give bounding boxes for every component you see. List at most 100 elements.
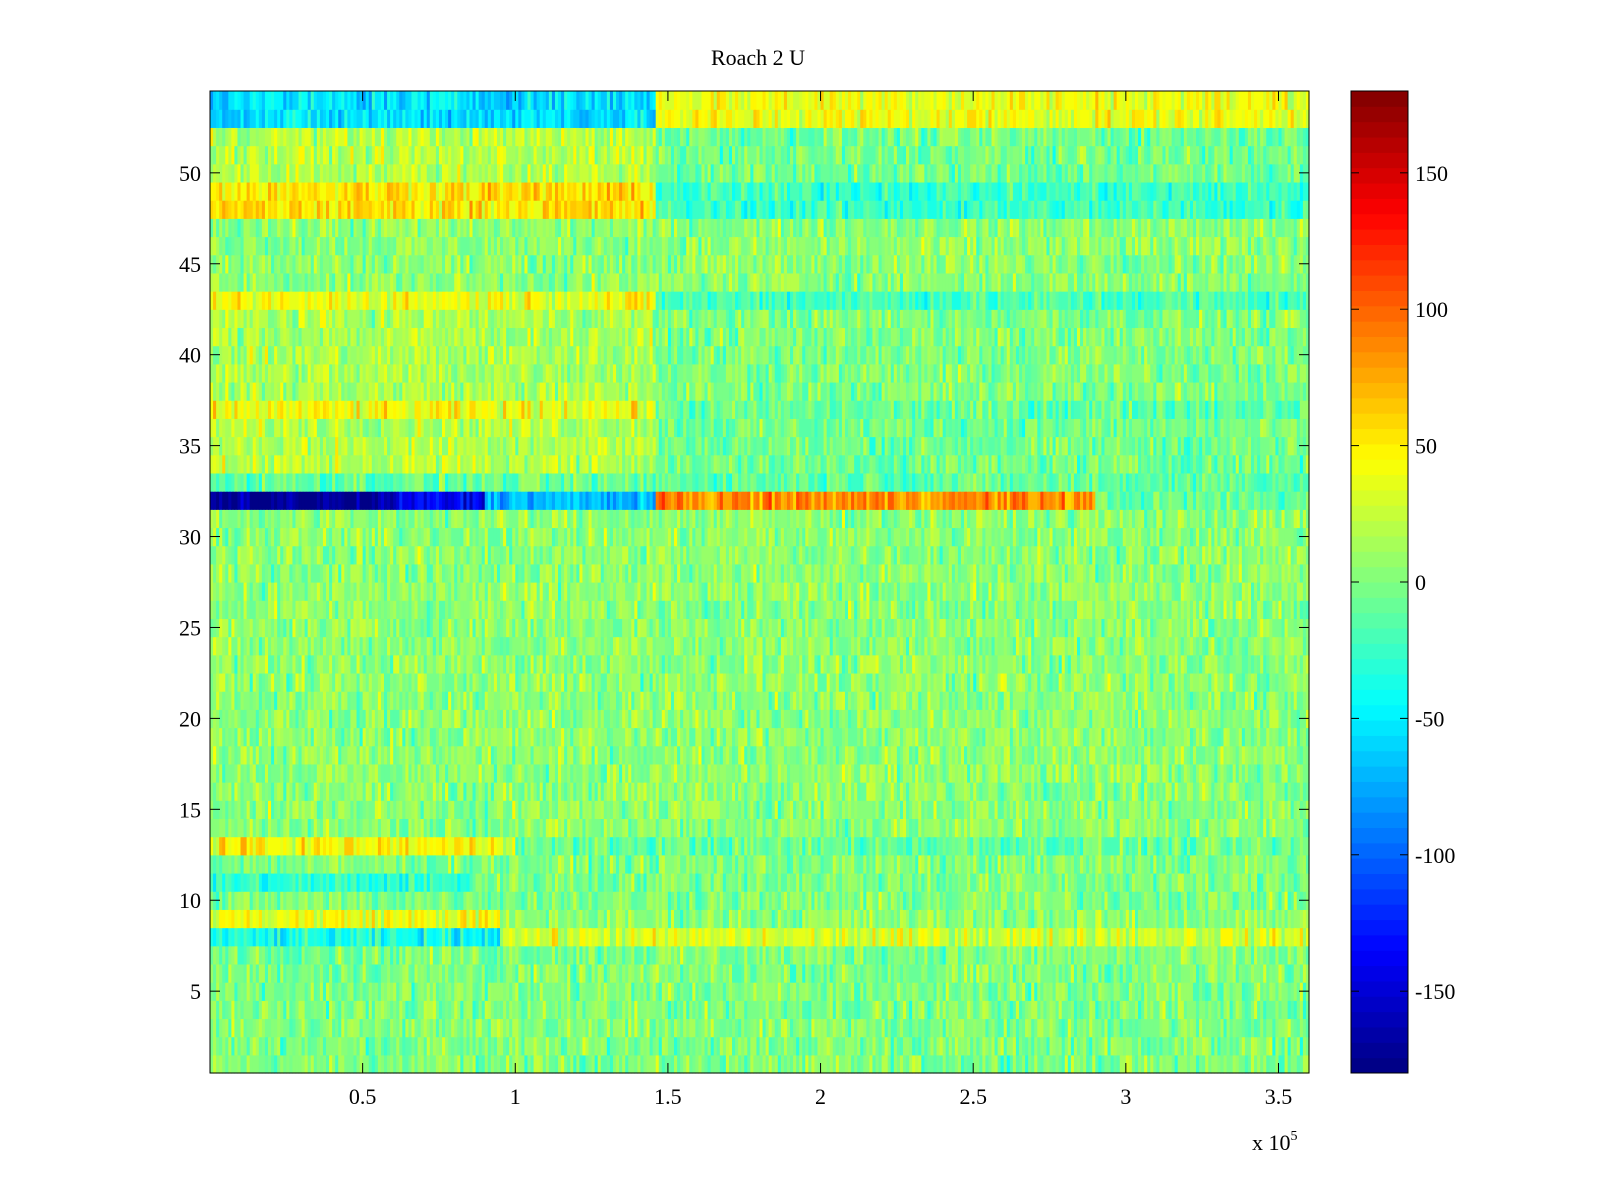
heatmap-cell: [1205, 909, 1209, 929]
heatmap-cell: [878, 891, 883, 910]
heatmap-cell: [1278, 963, 1283, 983]
heatmap-cell: [310, 854, 315, 874]
heatmap-cell: [252, 1054, 257, 1074]
heatmap-cell: [237, 872, 242, 892]
heatmap-cell: [1107, 982, 1112, 1001]
heatmap-cell: [674, 1018, 678, 1038]
heatmap-cell: [899, 891, 904, 910]
heatmap-cell: [231, 872, 236, 892]
heatmap-cell: [567, 945, 571, 965]
heatmap-cell: [643, 909, 648, 929]
heatmap-cell: [545, 982, 550, 1001]
heatmap-cell: [1168, 963, 1173, 983]
heatmap-cell: [805, 909, 809, 929]
heatmap-cell: [945, 927, 950, 947]
heatmap-cell: [350, 1054, 355, 1074]
heatmap-cell: [225, 1036, 229, 1056]
heatmap-cell: [362, 891, 367, 910]
heatmap-cell: [472, 982, 477, 1001]
heatmap-cell: [402, 982, 406, 1001]
heatmap-cell: [869, 891, 874, 910]
heatmap-cell: [1278, 982, 1283, 1001]
heatmap-cell: [393, 927, 397, 947]
heatmap-cell: [823, 982, 828, 1001]
heatmap-cell: [933, 1036, 938, 1056]
heatmap-cell: [222, 854, 226, 874]
heatmap-cell: [600, 854, 605, 874]
heatmap-cell: [649, 1036, 654, 1056]
heatmap-cell: [661, 909, 666, 929]
heatmap-cell: [1266, 1054, 1270, 1074]
heatmap-cell: [649, 909, 654, 929]
heatmap-cell: [649, 891, 654, 910]
heatmap-cell: [1220, 1018, 1225, 1038]
heatmap-cell: [820, 854, 825, 874]
heatmap-cell: [854, 872, 858, 892]
heatmap-cell: [1254, 1036, 1258, 1056]
heatmap-cell: [591, 854, 596, 874]
heatmap-cell: [869, 927, 874, 947]
heatmap-cell: [298, 872, 303, 892]
heatmap-cell: [451, 1036, 455, 1056]
heatmap-cell: [997, 1036, 1002, 1056]
heatmap-cell: [719, 982, 724, 1001]
heatmap-cell: [759, 945, 764, 965]
heatmap-cell: [332, 1000, 336, 1020]
heatmap-cell: [1116, 1054, 1121, 1074]
heatmap-cell: [1141, 909, 1145, 929]
heatmap-cell: [701, 1054, 706, 1074]
heatmap-cell: [930, 891, 935, 910]
heatmap-cell: [1150, 1000, 1154, 1020]
heatmap-cell: [1113, 963, 1118, 983]
heatmap-cell: [350, 963, 355, 983]
heatmap-cell: [402, 1036, 406, 1056]
heatmap-cell: [750, 1036, 754, 1056]
heatmap-cell: [930, 963, 935, 983]
heatmap-cell: [652, 854, 657, 874]
heatmap-cell: [524, 1036, 529, 1056]
heatmap-cell: [680, 982, 684, 1001]
heatmap-cell: [1159, 1036, 1164, 1056]
heatmap-cell: [881, 945, 886, 965]
heatmap-cell: [939, 872, 944, 892]
heatmap-cell: [1049, 891, 1054, 910]
heatmap-cell: [536, 1054, 541, 1074]
heatmap-cell: [823, 1018, 828, 1038]
heatmap-cell: [1165, 1018, 1170, 1038]
heatmap-cell: [277, 982, 281, 1001]
heatmap-cell: [863, 1018, 867, 1038]
heatmap-cell: [695, 1036, 700, 1056]
heatmap-cell: [1269, 872, 1273, 892]
heatmap-cell: [530, 1018, 535, 1038]
heatmap-cell: [1052, 982, 1057, 1001]
heatmap-cell: [612, 982, 617, 1001]
heatmap-cell: [878, 909, 883, 929]
heatmap-cell: [683, 854, 687, 874]
heatmap-cell: [631, 927, 635, 947]
heatmap-cell: [753, 945, 758, 965]
heatmap-cell: [576, 945, 580, 965]
heatmap-cell: [683, 891, 687, 910]
heatmap-cell: [1202, 927, 1206, 947]
heatmap-cell: [1144, 872, 1148, 892]
heatmap-cell: [228, 1054, 232, 1074]
heatmap-cell: [1159, 1054, 1164, 1074]
heatmap-cell: [371, 963, 376, 983]
heatmap-cell: [667, 963, 672, 983]
heatmap-cell: [310, 1018, 315, 1038]
heatmap-cell: [338, 1018, 342, 1038]
heatmap-cell: [1266, 1036, 1270, 1056]
heatmap-cell: [698, 1054, 703, 1074]
heatmap-cell: [1128, 945, 1133, 965]
heatmap-cell: [258, 909, 263, 929]
heatmap-cell: [289, 1054, 294, 1074]
heatmap-cell: [915, 963, 919, 983]
heatmap-cell: [710, 1036, 715, 1056]
heatmap-cell: [1022, 963, 1026, 983]
heatmap-cell: [652, 872, 657, 892]
heatmap-cell: [872, 1054, 877, 1074]
heatmap-cell: [1226, 1018, 1231, 1038]
heatmap-cell: [1247, 1036, 1252, 1056]
heatmap-cell: [277, 1036, 281, 1056]
heatmap-cell: [1058, 945, 1063, 965]
